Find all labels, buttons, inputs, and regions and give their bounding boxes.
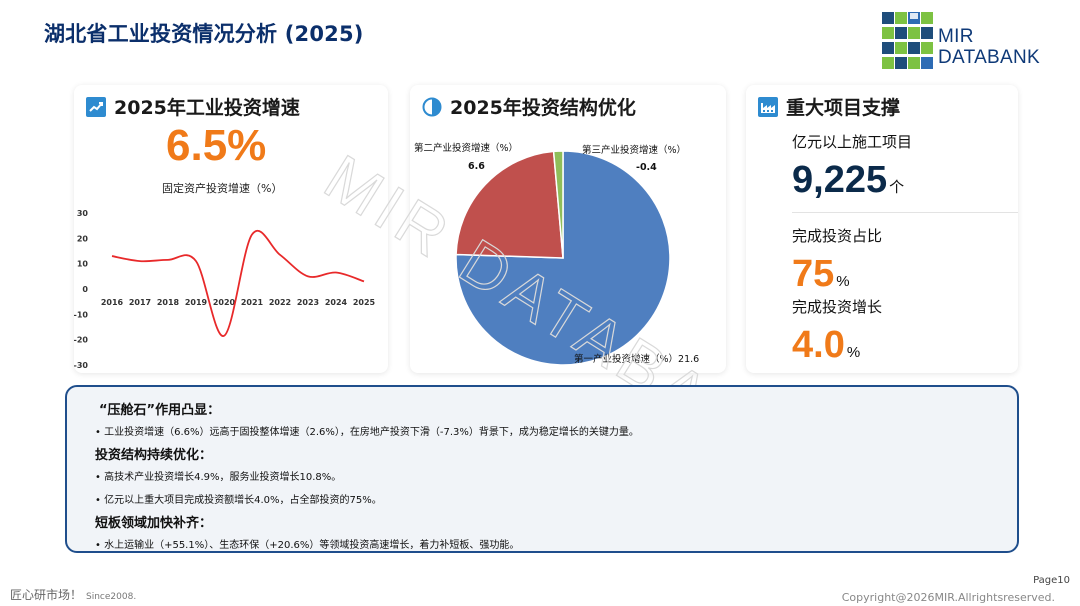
investment-growth-unit: % (846, 344, 861, 361)
analysis-notes: “压舱石”作用凸显： • 工业投资增速（6.6%）远高于固投整体增速（2.6%）… (65, 385, 1019, 553)
x-tick-label: 2019 (185, 298, 208, 307)
growth-line-series (111, 230, 365, 337)
card1-value: 6.5% (166, 121, 267, 170)
card-investment-structure: 2025年投资结构优化 第二产业投资增速（%） 6.6 第三产业投资增速（%） … (410, 85, 726, 373)
card2-header: 2025年投资结构优化 (422, 93, 636, 120)
note-heading-1: “压舱石”作用凸显： (99, 403, 221, 418)
pie-label-primary: 第一产业投资增速（%）21.6 (574, 354, 700, 365)
pie-value-secondary: 6.6 (468, 161, 485, 172)
card3-header: 重大项目支撑 (758, 93, 900, 120)
pie-value-tertiary: -0.4 (636, 162, 657, 173)
y-tick-label: -10 (74, 310, 88, 319)
footer-slogan: 匠心研市场！ Since2008. (10, 586, 136, 603)
card1-label: 固定资产投资增速（%） (162, 182, 283, 195)
projects-count-unit: 个 (889, 179, 905, 196)
card1-header: 2025年工业投资增速 (86, 93, 300, 120)
trend-chart-icon (86, 96, 106, 117)
note-heading-2: 投资结构持续优化： (95, 448, 213, 463)
y-tick-label: -20 (74, 336, 88, 345)
half-circle-icon (422, 97, 442, 116)
logo-line2: DATABANK (938, 47, 1040, 68)
logo-grid-icon (882, 12, 933, 69)
note-item-1: • 工业投资增速（6.6%）远高于固投整体增速（2.6%），在房地产投资下滑（-… (95, 427, 639, 438)
page-title: 湖北省工业投资情况分析 (2025) (44, 22, 364, 46)
x-tick-label: 2020 (213, 298, 236, 307)
factory-icon (758, 96, 778, 117)
card-major-projects: 重大项目支撑 亿元以上施工项目 9,225 个 完成投资占比 75% 完成投资增长… (746, 85, 1018, 373)
projects-count-value: 9,225 (792, 159, 888, 201)
pie-label-tertiary: 第三产业投资增速（%） (582, 145, 687, 156)
y-tick-label: -30 (74, 361, 88, 369)
note-item-3: • 亿元以上重大项目完成投资额增长4.0%，占全部投资的75%。 (95, 495, 382, 506)
note-heading-3: 短板领域加快补齐： (95, 516, 213, 531)
growth-line-chart: 30 20 10 0 -10 -20 -30 2016 2017 2018 2019 2020 202… (74, 209, 376, 369)
pie-slice-2 (455, 150, 564, 259)
page-number: Page10 (1033, 575, 1070, 586)
mir-databank-logo: MIR DATABANK (882, 12, 1057, 72)
x-tick-label: 2018 (157, 298, 180, 307)
pie-label-secondary: 第二产业投资增速（%） (414, 143, 519, 154)
logo-text: MIR DATABANK (938, 26, 1040, 68)
note-item-4: • 水上运输业（+55.1%）、生态环保（+20.6%）等领域投资高速增长，着力… (95, 540, 520, 551)
y-tick-label: 10 (77, 260, 89, 269)
card2-title: 2025年投资结构优化 (450, 97, 636, 119)
y-tick-label: 0 (82, 285, 88, 294)
investment-share: 75% (792, 253, 850, 296)
footer-slogan-text: 匠心研市场！ (10, 588, 83, 602)
x-tick-label: 2022 (269, 298, 291, 307)
investment-growth-label: 完成投资增长 (792, 298, 883, 316)
card3-divider (792, 212, 1018, 213)
x-tick-label: 2024 (325, 298, 348, 307)
x-tick-label: 2025 (353, 298, 376, 307)
footer-since: Since2008. (86, 592, 137, 602)
y-tick-label: 30 (77, 209, 89, 218)
investment-growth: 4.0% (792, 324, 860, 367)
projects-label: 亿元以上施工项目 (792, 133, 913, 151)
card-investment-growth: 2025年工业投资增速 6.5% 固定资产投资增速（%） 30 20 10 0 -10 -… (74, 85, 388, 373)
x-tick-label: 2016 (101, 298, 124, 307)
investment-share-label: 完成投资占比 (792, 227, 883, 245)
x-tick-label: 2017 (129, 298, 151, 307)
investment-share-unit: % (836, 273, 850, 290)
card3-title: 重大项目支撑 (786, 97, 901, 119)
logo-line1: MIR (938, 26, 974, 47)
structure-pie-chart (455, 150, 671, 366)
investment-growth-value: 4.0 (792, 324, 845, 366)
x-tick-label: 2023 (297, 298, 319, 307)
projects-count: 9,225 个 (792, 159, 904, 202)
y-tick-label: 20 (77, 234, 89, 243)
x-tick-label: 2021 (241, 298, 264, 307)
investment-share-value: 75 (792, 253, 835, 295)
copyright: Copyright@2026MIR.Allrightsreserved. (841, 591, 1055, 604)
note-item-2: • 高技术产业投资增长4.9%，服务业投资增长10.8%。 (95, 472, 342, 483)
pie-slice-3 (552, 150, 564, 259)
card1-title: 2025年工业投资增速 (114, 97, 300, 119)
pie-slice-1 (455, 150, 671, 366)
